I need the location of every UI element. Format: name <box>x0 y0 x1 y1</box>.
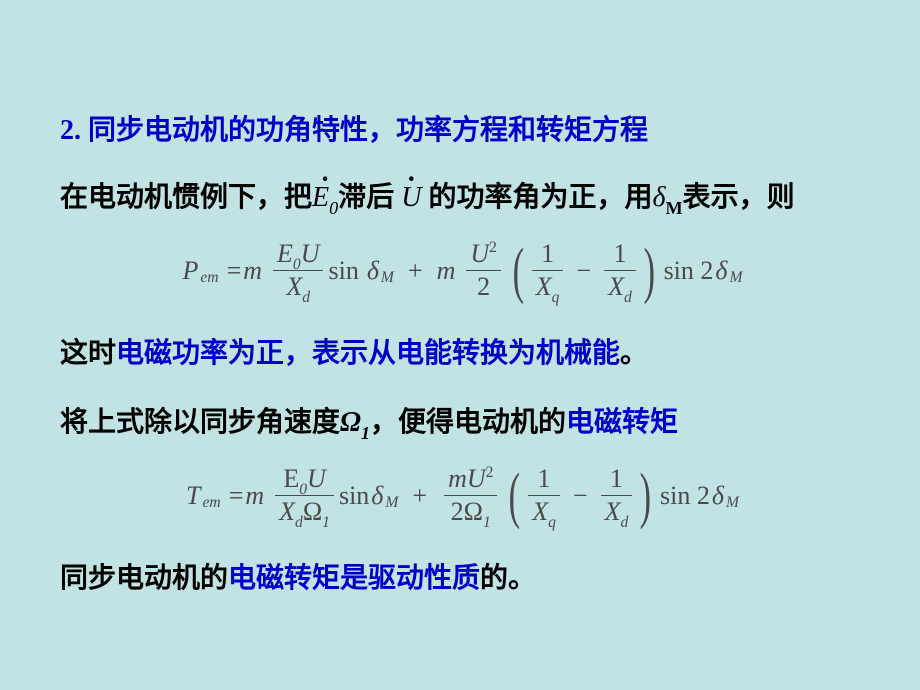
text: 这时 <box>60 338 116 369</box>
heading-text: 同步电动机的功角特性，功率方程和转矩方程 <box>88 115 648 146</box>
symbol-U: U <box>401 176 421 221</box>
paragraph-4: 同步电动机的电磁转矩是驱动性质的。 <box>60 557 865 602</box>
paragraph-1: 在电动机惯例下，把E0滞后 U 的功率角为正，用δM表示，则 <box>60 176 865 222</box>
paragraph-2: 这时电磁功率为正，表示从电能转换为机械能。 <box>60 332 865 377</box>
heading-number: 2. <box>60 115 81 146</box>
text: 滞后 <box>338 182 394 213</box>
text: 将上式除以同步角速度 <box>60 407 340 438</box>
text: 的。 <box>480 563 536 594</box>
highlight-text: 电磁转矩 <box>566 407 678 438</box>
text: 表示，则 <box>683 182 795 213</box>
equation-pem: Pem = m E0U Xd sinδM + m U2 2 ( 1 Xq − 1 <box>60 240 865 302</box>
equation-tem: Tem = m E0U XdΩ1 sinδM + mU2 2Ω1 ( 1 Xq … <box>60 465 865 527</box>
section-heading: 2. 同步电动机的功角特性，功率方程和转矩方程 <box>60 110 865 152</box>
paragraph-3: 将上式除以同步角速度Ω1，便得电动机的电磁转矩 <box>60 401 865 447</box>
text: 在电动机惯例下，把 <box>60 182 312 213</box>
symbol-deltaM: δM <box>652 182 682 213</box>
highlight-text: 电磁转矩是驱动性质 <box>228 563 480 594</box>
symbol-E0: E0 <box>312 176 338 222</box>
slide: 2. 同步电动机的功角特性，功率方程和转矩方程 在电动机惯例下，把E0滞后 U … <box>0 0 920 690</box>
text: 。 <box>620 338 648 369</box>
text: 的功率角为正，用 <box>428 182 652 213</box>
text: ，便得电动机的 <box>370 407 566 438</box>
symbol-omega1: Ω1 <box>340 407 370 438</box>
highlight-text: 电磁功率为正，表示从电能转换为机械能 <box>116 338 620 369</box>
text: 同步电动机的 <box>60 563 228 594</box>
